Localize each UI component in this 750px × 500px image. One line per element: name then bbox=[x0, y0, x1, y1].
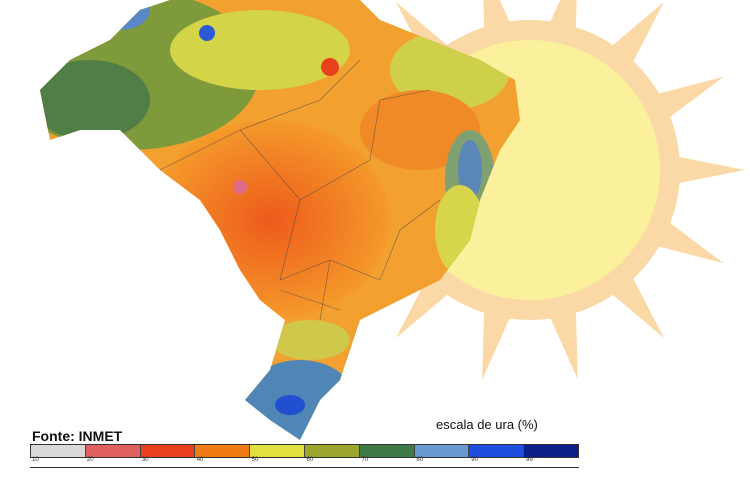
source-label: Fonte: INMET bbox=[32, 428, 123, 444]
state-borders bbox=[159, 59, 441, 321]
legend-tick-label: 50 bbox=[251, 457, 259, 463]
legend-tick-label: 30 bbox=[141, 457, 149, 463]
sun-ray bbox=[648, 150, 745, 190]
legend-tick-label: 70 bbox=[361, 457, 369, 463]
legend-tick-label: 80 bbox=[416, 457, 424, 463]
legend-tick-label: 60 bbox=[306, 457, 314, 463]
legend-swatch bbox=[469, 445, 525, 457]
legend-ticks: 10 20 30 40 50 60 70 80 90 99 bbox=[30, 457, 579, 468]
legend-tick-label: 90 bbox=[471, 457, 478, 463]
legend-tick-label: 40 bbox=[196, 457, 204, 463]
color-scale-legend bbox=[30, 444, 579, 458]
legend-tick-label: 20 bbox=[86, 457, 94, 463]
legend-swatch bbox=[31, 445, 86, 457]
legend-swatch bbox=[140, 445, 196, 457]
sun-ray bbox=[482, 281, 523, 380]
legend-tick-label: 99 bbox=[526, 457, 533, 463]
legend-swatch bbox=[250, 445, 305, 457]
legend-swatch bbox=[524, 445, 578, 457]
legend-tick-label: 10 bbox=[32, 457, 39, 463]
legend-swatch bbox=[304, 445, 360, 457]
legend-swatch bbox=[414, 445, 470, 457]
sun-ray bbox=[537, 281, 578, 380]
legend-swatch bbox=[195, 445, 251, 457]
scale-title: escala de ura (%) bbox=[436, 417, 538, 432]
sun-ray bbox=[628, 204, 724, 264]
sun-ray bbox=[628, 76, 724, 136]
legend-swatch bbox=[359, 445, 415, 457]
legend-swatch bbox=[85, 445, 141, 457]
